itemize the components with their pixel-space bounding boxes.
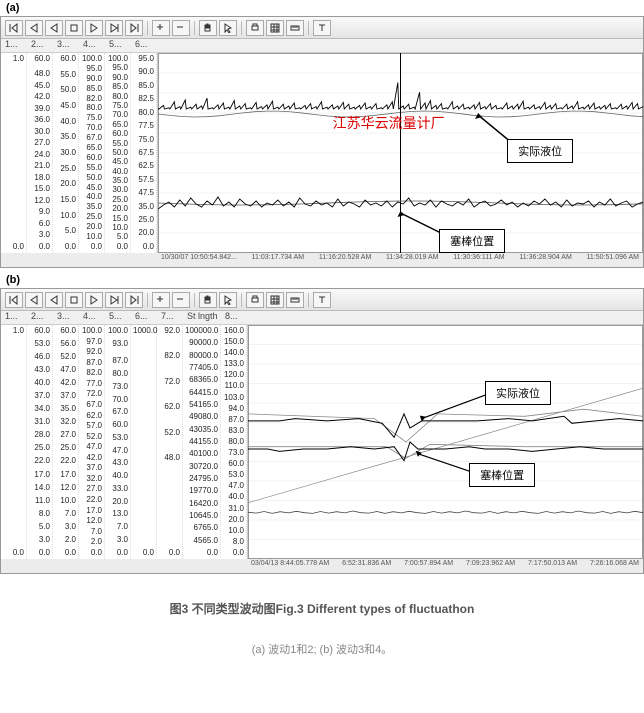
axis-header: 3... [53,39,79,52]
figure-subcaption: (a) 波动1和2; (b) 波动3和4。 [0,641,644,657]
axis-column-3: 100.097.092.087.082.077.072.067.062.057.… [79,325,105,559]
time-tick: 7:26:16.068 AM [590,560,639,573]
axis-header: 7... [157,311,183,324]
time-axis-a: 10/30/07 10:50:54.842... 11:03:17.734 AM 1… [1,253,643,267]
callout-actual-level-b: 实际液位 [485,381,551,405]
axis-header: 2... [27,39,53,52]
axis-column-4: 100.093.087.080.073.070.067.060.053.047.… [105,325,131,559]
axis-column-2: 60.055.050.045.040.035.030.025.020.015.0… [53,53,79,253]
axis-column-1: 60.053.046.043.040.037.034.031.028.025.0… [27,325,53,559]
callout-plug-position: 塞棒位置 [439,229,505,253]
next-button[interactable] [105,292,123,308]
axis-header: 4... [79,311,105,324]
hand-button[interactable] [199,20,217,36]
text-button[interactable] [313,292,331,308]
last-button[interactable] [125,292,143,308]
panel-b: (b) 1...2...3...4...5...6...7...St lngth… [0,272,644,574]
zoom-in-button[interactable] [152,292,170,308]
time-tick: 03/04/13 8:44:05.778 AM [251,560,329,573]
grid-button[interactable] [266,20,284,36]
legend-bar-b: 1...2...3...4...5...6...7...St lngth8... [1,311,643,325]
chart-window-a: 1...2...3...4...5...6... 1.00.060.048.04… [0,16,644,268]
body-b: 1.00.060.053.046.043.040.037.034.031.028… [1,325,643,559]
zoom-out-button[interactable] [172,20,190,36]
time-tick: 11:36:28.904 AM [519,254,571,267]
axis-header: 4... [79,39,105,52]
axis-column-5: 1000.00.0 [131,325,157,559]
chart-window-b: 1...2...3...4...5...6...7...St lngth8...… [0,288,644,574]
print-button[interactable] [246,292,264,308]
hand-button[interactable] [199,292,217,308]
callout-plug-position-b: 塞棒位置 [469,463,535,487]
axis-column-0: 1.00.0 [1,53,27,253]
play-rev-button[interactable] [45,292,63,308]
axis-column-8: 160.0150.0140.0133.0120.0110.0103.094.08… [221,325,247,559]
axis-cols-a: 1.00.060.048.045.042.039.036.030.027.024… [1,53,158,253]
body-a: 1.00.060.048.045.042.039.036.030.027.024… [1,53,643,253]
time-tick: 11:03:17.734 AM [252,254,304,267]
first-button[interactable] [5,292,23,308]
next-button[interactable] [105,20,123,36]
cursor-button[interactable] [219,292,237,308]
stop-button[interactable] [65,292,83,308]
text-button[interactable] [313,20,331,36]
panel-b-label: (b) [0,272,644,288]
figure-caption: 图3 不同类型波动图Fig.3 Different types of fluct… [0,600,644,617]
axis-column-7: 100000.090000.080000.077405.068365.06441… [183,325,221,559]
cursor-button[interactable] [219,20,237,36]
stop-button[interactable] [65,20,83,36]
axis-column-0: 1.00.0 [1,325,27,559]
axis-header: 8... [221,311,247,324]
time-tick: 10/30/07 10:50:54.842... [161,254,237,267]
zoom-out-button[interactable] [172,292,190,308]
print-button[interactable] [246,20,264,36]
axis-header: 3... [53,311,79,324]
axis-column-6: 92.082.072.062.052.048.00.0 [157,325,183,559]
axis-header: 6... [131,311,157,324]
prev-button[interactable] [25,292,43,308]
axis-cols-b: 1.00.060.053.046.043.040.037.034.031.028… [1,325,248,559]
toolbar-a [1,17,643,39]
zoom-in-button[interactable] [152,20,170,36]
time-tick: 7:17:50.013 AM [528,560,577,573]
plot-b: 实际液位塞棒位置 [248,325,643,559]
axis-header: 1... [1,311,27,324]
prev-button[interactable] [25,20,43,36]
axis-header: 2... [27,311,53,324]
time-tick: 6:52:31.836 AM [342,560,391,573]
toolbar-b [1,289,643,311]
time-axis-b: 03/04/13 8:44:05.778 AM 6:52:31.836 AM 7:0… [1,559,643,573]
time-tick: 11:34:28.019 AM [386,254,438,267]
time-tick: 7:00:57.894 AM [404,560,453,573]
time-tick: 11:30:36:111 AM [453,254,504,267]
axis-header: 1... [1,39,27,52]
time-tick: 11:50:51.096 AM [587,254,639,267]
grid-button[interactable] [266,292,284,308]
panel-a-label: (a) [0,0,644,16]
last-button[interactable] [125,20,143,36]
axis-header: 5... [105,311,131,324]
first-button[interactable] [5,20,23,36]
axis-column-1: 60.048.045.042.039.036.030.027.024.021.0… [27,53,53,253]
ruler-button[interactable] [286,292,304,308]
callout-actual-level: 实际液位 [507,139,573,163]
axis-column-3: 100.095.090.085.082.080.075.070.067.065.… [79,53,105,253]
plot-a: 江苏华云流量计厂实际液位塞棒位置 [158,53,643,253]
play-rev-button[interactable] [45,20,63,36]
time-tick: 7:09:23.962 AM [466,560,515,573]
play-button[interactable] [85,292,103,308]
axis-header: 5... [105,39,131,52]
play-button[interactable] [85,20,103,36]
ruler-button[interactable] [286,20,304,36]
time-tick: 11:16:20.528 AM [319,254,371,267]
panel-a: (a) 1...2...3...4...5...6... 1.00.060.04… [0,0,644,268]
axis-column-5: 95.090.085.082.580.077.575.067.562.557.5… [131,53,157,253]
axis-header: St lngth [183,311,221,324]
legend-bar-a: 1...2...3...4...5...6... [1,39,643,53]
axis-column-2: 60.056.052.047.042.037.035.032.027.025.0… [53,325,79,559]
axis-header: 6... [131,39,157,52]
axis-column-4: 100.095.090.085.080.075.070.065.060.055.… [105,53,131,253]
